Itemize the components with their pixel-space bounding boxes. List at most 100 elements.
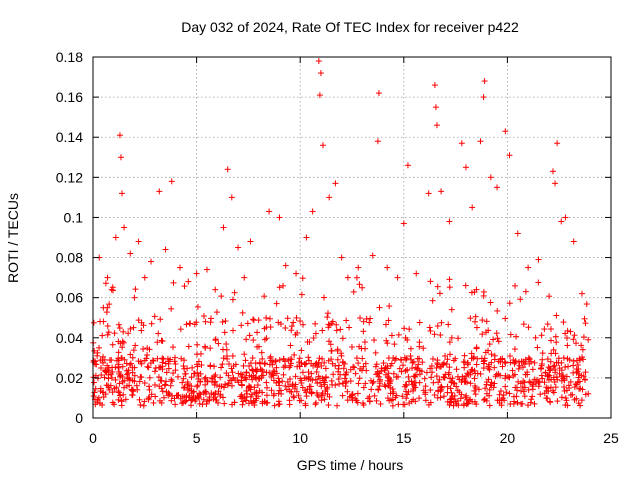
scatter-point [573, 381, 580, 388]
scatter-point [469, 204, 476, 211]
scatter-point [299, 384, 306, 391]
y-tick-label: 0.1 [64, 209, 84, 225]
scatter-point [144, 345, 151, 352]
scatter-point [119, 363, 126, 370]
scatter-point [494, 184, 501, 191]
scatter-point [412, 371, 419, 378]
scatter-point [431, 82, 438, 89]
scatter-point [359, 284, 366, 291]
scatter-point [329, 318, 336, 325]
scatter-point [224, 166, 231, 173]
scatter-point [385, 382, 392, 389]
scatter-point [297, 318, 304, 325]
scatter-point [159, 388, 166, 395]
scatter-point [290, 394, 297, 401]
scatter-point [552, 333, 559, 340]
scatter-point [507, 331, 514, 338]
scatter-point [440, 361, 447, 368]
scatter-point [280, 364, 287, 371]
scatter-point [258, 349, 265, 356]
scatter-point [535, 279, 542, 286]
scatter-point [446, 218, 453, 225]
scatter-point [386, 397, 393, 404]
scatter-point [467, 380, 474, 387]
scatter-point [276, 382, 283, 389]
scatter-point [386, 303, 393, 310]
scatter-point [581, 376, 588, 383]
scatter-point [173, 392, 180, 399]
scatter-point [362, 345, 369, 352]
scatter-point [353, 274, 360, 281]
scatter-point [276, 357, 283, 364]
scatter-point [461, 352, 468, 359]
scatter-point [249, 366, 256, 373]
scatter-point [325, 310, 332, 317]
scatter-point [440, 373, 447, 380]
scatter-point [462, 394, 469, 401]
scatter-point [494, 307, 501, 314]
scatter-point [483, 390, 490, 397]
scatter-point [261, 398, 268, 405]
scatter-point [383, 337, 390, 344]
scatter-point [174, 373, 181, 380]
scatter-point [546, 293, 553, 300]
scatter-point [286, 401, 293, 408]
scatter-point [377, 401, 384, 408]
scatter-point [567, 378, 574, 385]
scatter-point [402, 367, 409, 374]
scatter-point [127, 325, 134, 332]
scatter-point [312, 376, 319, 383]
scatter-point [166, 391, 173, 398]
scatter-point [355, 360, 362, 367]
scatter-point [230, 374, 237, 381]
scatter-point [376, 378, 383, 385]
scatter-point [242, 357, 249, 364]
scatter-point [313, 368, 320, 375]
scatter-point [185, 343, 192, 350]
scatter-point [487, 299, 494, 306]
scatter-point [410, 358, 417, 365]
scatter-point [119, 344, 126, 351]
scatter-point [316, 92, 323, 99]
scatter-point [481, 355, 488, 362]
scatter-point [452, 398, 459, 405]
scatter-point [241, 394, 248, 401]
scatter-point [272, 358, 279, 365]
scatter-point [389, 396, 396, 403]
scatter-point [249, 367, 256, 374]
scatter-point [421, 375, 428, 382]
scatter-point [339, 335, 346, 342]
scatter-point [447, 385, 454, 392]
scatter-point [472, 391, 479, 398]
scatter-point [519, 384, 526, 391]
scatter-point [288, 323, 295, 330]
scatter-point [138, 374, 145, 381]
scatter-point [321, 294, 328, 301]
scatter-point [354, 390, 361, 397]
scatter-point [386, 375, 393, 382]
scatter-point [112, 364, 119, 371]
scatter-point [475, 386, 482, 393]
scatter-point [356, 343, 363, 350]
scatter-point [404, 366, 411, 373]
scatter-point [513, 384, 520, 391]
scatter-point [103, 309, 110, 316]
scatter-point [464, 370, 471, 377]
scatter-point [105, 364, 112, 371]
scatter-point [380, 360, 387, 367]
scatter-point [158, 337, 165, 344]
scatter-point [111, 330, 118, 337]
scatter-point [408, 378, 415, 385]
scatter-point [487, 174, 494, 181]
scatter-point [288, 388, 295, 395]
scatter-point [468, 366, 475, 373]
scatter-point [383, 321, 390, 328]
scatter-point [486, 366, 493, 373]
scatter-point [270, 368, 277, 375]
scatter-point [401, 325, 408, 332]
scatter-point [283, 386, 290, 393]
scatter-point [398, 357, 405, 364]
scatter-point [112, 234, 119, 241]
scatter-point [491, 356, 498, 363]
scatter-point [305, 357, 312, 364]
